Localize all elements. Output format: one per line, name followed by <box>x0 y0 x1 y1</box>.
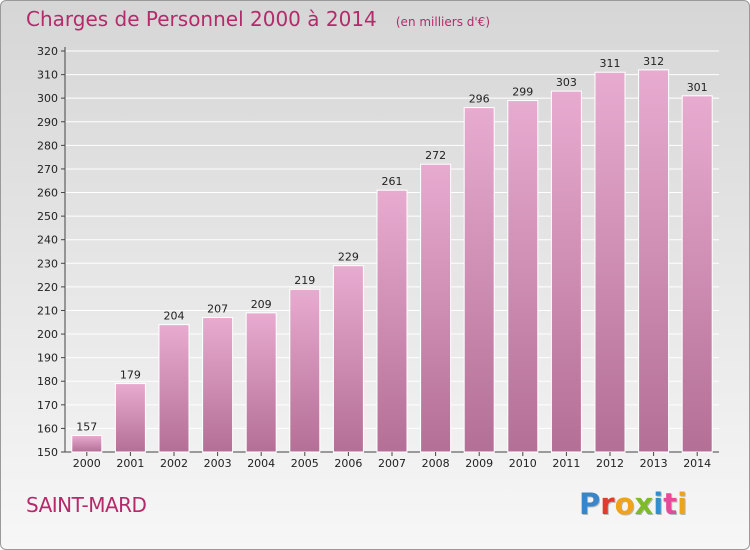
y-tick-label: 160 <box>37 422 58 435</box>
bar-2005 <box>289 288 321 453</box>
data-label-2011: 303 <box>556 76 577 89</box>
bar-2002 <box>158 324 190 453</box>
proxiti-logo[interactable]: Proxiti <box>579 487 687 521</box>
x-tick-label-2000: 2000 <box>73 457 101 470</box>
y-tick-label: 260 <box>37 187 58 200</box>
data-label-2005: 219 <box>294 274 315 287</box>
logo-letter: t <box>663 487 678 521</box>
bar-2004 <box>245 312 277 453</box>
data-label-2009: 296 <box>469 93 490 106</box>
data-label-2001: 179 <box>120 369 141 382</box>
logo-letter: r <box>600 487 615 521</box>
x-tick-label-2014: 2014 <box>683 457 711 470</box>
x-tick-label-2008: 2008 <box>422 457 450 470</box>
data-label-2014: 301 <box>687 81 708 94</box>
x-tick-label-2011: 2011 <box>552 457 580 470</box>
bar-2009 <box>463 107 495 453</box>
y-tick-label: 190 <box>37 352 58 365</box>
x-tick-label-2010: 2010 <box>509 457 537 470</box>
bar-2013 <box>638 69 670 453</box>
y-tick-label: 320 <box>37 45 58 58</box>
x-tick-label-2005: 2005 <box>291 457 319 470</box>
y-tick-label: 170 <box>37 399 58 412</box>
x-tick-labels: 2000 2001 2002 2003 2004 2005 2006 2007 2008 2009… <box>73 452 711 470</box>
bar-2008 <box>420 163 452 453</box>
x-tick-label-2001: 2001 <box>116 457 144 470</box>
y-tick-label: 280 <box>37 139 58 152</box>
bar-2012 <box>594 71 626 453</box>
x-tick-label-2013: 2013 <box>640 457 668 470</box>
data-label-2000: 157 <box>76 420 97 433</box>
data-labels: 157 179 204 207 209 219 229 261 272 296 299 303 311 3… <box>76 55 707 434</box>
x-tick-label-2003: 2003 <box>204 457 232 470</box>
bars <box>71 69 713 453</box>
y-tick-label: 270 <box>37 163 58 176</box>
logo-letter: i <box>653 487 664 521</box>
y-tick-labels: 150 160 170 180 190 200 210 220 230 240 250 260 270 2… <box>37 45 58 459</box>
bar-2003 <box>202 317 234 453</box>
y-tick-label: 220 <box>37 281 58 294</box>
y-tick-label: 240 <box>37 234 58 247</box>
x-tick-label-2006: 2006 <box>334 457 362 470</box>
y-tick-label: 200 <box>37 328 58 341</box>
logo-letter: o <box>614 487 635 521</box>
data-label-2006: 229 <box>338 251 359 264</box>
bar-2011 <box>550 90 582 453</box>
bar-2010 <box>507 100 539 453</box>
data-label-2010: 299 <box>512 86 533 99</box>
x-tick-label-2007: 2007 <box>378 457 406 470</box>
unit-label: (en milliers d'€) <box>395 15 490 29</box>
data-label-2002: 204 <box>164 310 185 323</box>
data-label-2012: 311 <box>600 57 621 70</box>
logo-letter: i <box>677 487 688 521</box>
data-label-2013: 312 <box>643 55 664 68</box>
y-tick-label: 210 <box>37 304 58 317</box>
chart-title: Charges de Personnel 2000 à 2014 (en mil… <box>26 7 490 31</box>
data-label-2008: 272 <box>425 149 446 162</box>
y-tick-label: 250 <box>37 210 58 223</box>
x-tick-label-2009: 2009 <box>465 457 493 470</box>
logo-letter: P <box>579 487 601 521</box>
logo-letter: x <box>634 487 654 521</box>
x-tick-label-2004: 2004 <box>247 457 275 470</box>
data-label-2007: 261 <box>382 175 403 188</box>
title-text: Charges de Personnel 2000 à 2014 <box>26 7 377 31</box>
y-tick-label: 310 <box>37 69 58 82</box>
bar-2014 <box>681 95 713 453</box>
y-tick-label: 180 <box>37 375 58 388</box>
data-label-2003: 207 <box>207 303 228 316</box>
bar-2006 <box>332 265 364 453</box>
data-label-2004: 209 <box>251 298 272 311</box>
commune-name: SAINT-MARD <box>26 493 147 517</box>
bar-2000 <box>71 434 103 453</box>
y-tick-label: 290 <box>37 116 58 129</box>
y-tick-label: 150 <box>37 446 58 459</box>
y-tick-label: 300 <box>37 92 58 105</box>
x-tick-label-2002: 2002 <box>160 457 188 470</box>
y-tick-label: 230 <box>37 257 58 270</box>
bar-2007 <box>376 189 408 453</box>
x-tick-label-2012: 2012 <box>596 457 624 470</box>
bar-2001 <box>114 383 146 453</box>
